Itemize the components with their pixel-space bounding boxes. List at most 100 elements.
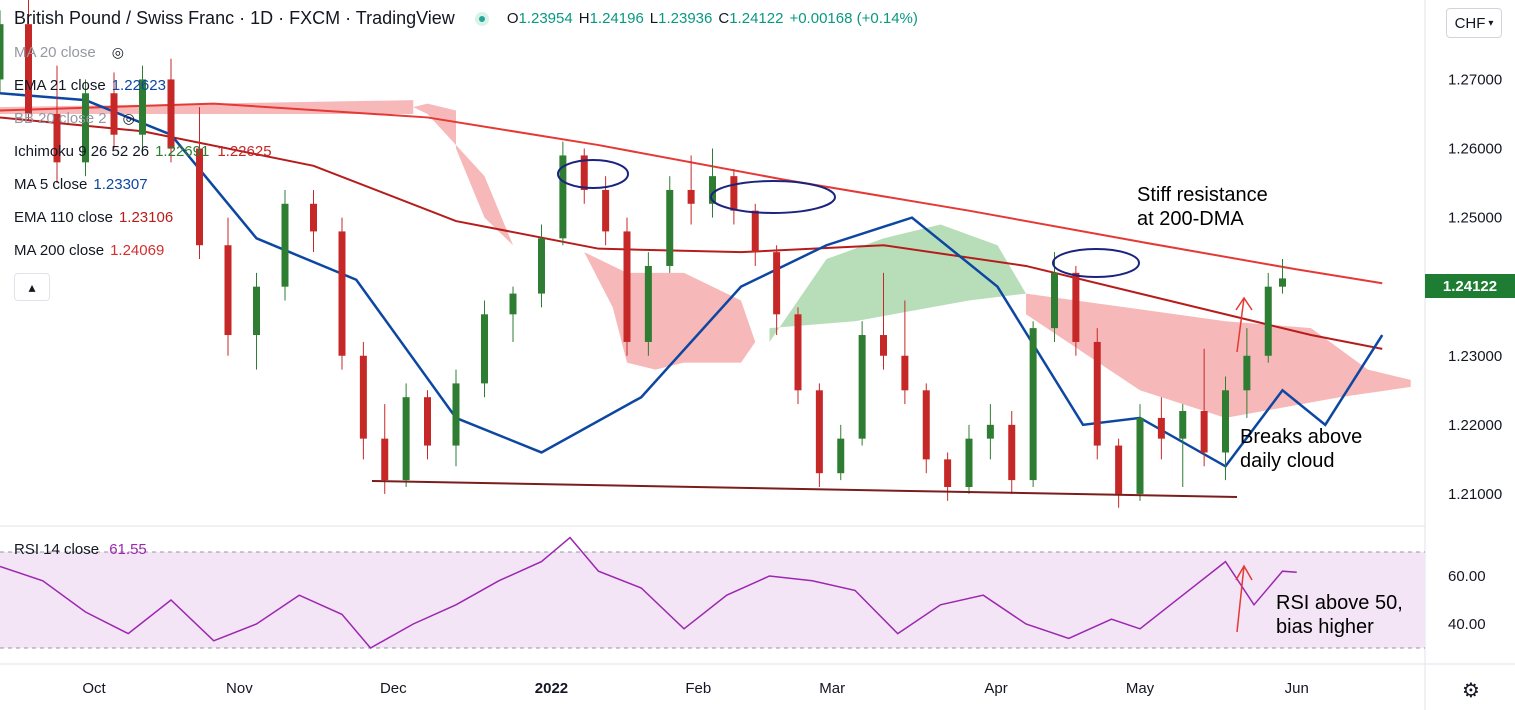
- legend-name: EMA 21 close: [14, 77, 106, 94]
- candle: [901, 300, 909, 405]
- candle: [1029, 321, 1037, 488]
- time-tick-label: Mar: [819, 680, 845, 697]
- candle-body: [481, 314, 488, 384]
- time-tick-label: Oct: [82, 680, 106, 697]
- legend-name: BB 20 close 2: [14, 110, 107, 127]
- candle-body: [224, 245, 232, 336]
- candle: [687, 155, 695, 225]
- resistance-ellipse: [1052, 248, 1140, 278]
- candle: [25, 0, 32, 121]
- time-tick-label: Apr: [984, 680, 1007, 697]
- ohlc-values: O1.23954 H1.24196 L1.23936 C1.24122 +0.00168…: [507, 10, 924, 27]
- resistance-ellipse: [557, 159, 629, 189]
- time-tick-label: Jun: [1285, 680, 1309, 697]
- candle-body: [452, 383, 460, 446]
- line-ma-5-close: [0, 92, 1384, 468]
- candle: [402, 383, 410, 488]
- legend-row[interactable]: MA 200 close 1.24069: [14, 242, 172, 259]
- candle: [110, 72, 118, 149]
- legend-row[interactable]: EMA 21 close 1.22623: [14, 77, 174, 94]
- candle: [858, 321, 866, 446]
- candle-body: [901, 355, 909, 391]
- legend-value: 1.23307: [93, 176, 148, 193]
- candle: [0, 10, 4, 94]
- time-tick-label: Dec: [380, 680, 407, 697]
- time-axis[interactable]: Oct Nov Dec 2022 Feb Mar Apr May Jun: [82, 680, 1308, 697]
- up-arrow: [1235, 564, 1253, 633]
- eye-hidden-icon[interactable]: ◎: [122, 110, 135, 126]
- candle: [509, 286, 517, 342]
- candle-body: [1157, 417, 1165, 439]
- candle: [709, 148, 716, 218]
- candle: [1115, 438, 1123, 508]
- candle: [224, 217, 232, 356]
- currency-selector[interactable]: CHF ▾: [1446, 8, 1502, 38]
- candle-body: [139, 79, 146, 135]
- time-tick-label: Feb: [685, 680, 711, 697]
- candle-body: [644, 265, 652, 342]
- rsi-band: [0, 552, 1425, 648]
- collapse-legend-button[interactable]: ▴: [14, 273, 50, 301]
- time-tick-label: May: [1126, 680, 1155, 697]
- legend-row[interactable]: MA 5 close 1.23307: [14, 176, 156, 193]
- legend-name: Ichimoku 9 26 52 26: [14, 143, 150, 160]
- candle-body: [310, 203, 317, 232]
- price-tick-label: 1.27000: [1448, 71, 1502, 88]
- candle-body: [986, 424, 994, 439]
- candle: [644, 252, 652, 356]
- candle: [82, 79, 89, 177]
- candle-body: [424, 397, 431, 446]
- candle-body: [1200, 411, 1208, 453]
- up-arrow: [1235, 296, 1253, 353]
- price-tick-label: 1.21000: [1448, 486, 1502, 503]
- candle: [730, 169, 738, 225]
- rsi-name: RSI 14 close: [14, 541, 100, 558]
- candle: [452, 369, 460, 467]
- last-price-badge: 1.24122: [1425, 274, 1515, 298]
- candle-body: [580, 155, 588, 190]
- candle-body: [167, 79, 175, 149]
- legend-row[interactable]: EMA 110 close 1.23106: [14, 209, 181, 226]
- candle: [1093, 328, 1101, 460]
- settings-gear-icon[interactable]: ⚙: [1462, 680, 1480, 702]
- candle: [310, 189, 317, 253]
- candle: [623, 217, 631, 356]
- moving-averages: [0, 92, 1384, 468]
- candle: [1279, 259, 1286, 294]
- candle: [1222, 376, 1229, 481]
- legend-value: 1.24069: [110, 242, 165, 259]
- legend-value: 1.22691: [155, 143, 210, 160]
- legend-row[interactable]: Ichimoku 9 26 52 26 1.22691 1.22625: [14, 143, 272, 160]
- rsi-legend: RSI 14 close 61.55: [14, 541, 147, 558]
- market-status-icon: [474, 11, 489, 26]
- legend-row[interactable]: MA 20 close ◎: [14, 44, 124, 61]
- ohlc-key: O: [506, 10, 519, 27]
- candle: [538, 224, 545, 308]
- ohlc-value: 1.23954: [518, 10, 573, 27]
- candle: [837, 424, 845, 481]
- cloud-bear: [413, 103, 513, 246]
- candle: [196, 107, 203, 260]
- chart-header: British Pound / Swiss Franc · 1D · FXCM …: [14, 8, 924, 29]
- support-trendline: [371, 480, 1238, 498]
- candle-body: [1136, 417, 1144, 494]
- candle: [1264, 272, 1272, 363]
- candle-body: [880, 335, 887, 356]
- candle-body: [1093, 341, 1101, 446]
- candle-body: [338, 231, 346, 356]
- annotation-resistance: Stiff resistance at 200-DMA: [1137, 184, 1268, 230]
- candle-body: [253, 286, 260, 336]
- legend-value: 1.22623: [111, 77, 166, 94]
- candle: [481, 300, 488, 398]
- legend-row[interactable]: BB 20 close 2 ◎: [14, 110, 135, 127]
- candle: [666, 176, 674, 273]
- eye-hidden-icon[interactable]: ◎: [111, 44, 124, 60]
- candle-body: [837, 438, 845, 474]
- candle-body: [82, 93, 89, 163]
- legend-name: EMA 110 close: [14, 209, 113, 226]
- line-ma-200-close: [0, 102, 1383, 285]
- symbol-title[interactable]: British Pound / Swiss Franc · 1D · FXCM …: [14, 8, 455, 28]
- price-tick-label: 1.26000: [1448, 141, 1502, 158]
- candle: [167, 58, 175, 163]
